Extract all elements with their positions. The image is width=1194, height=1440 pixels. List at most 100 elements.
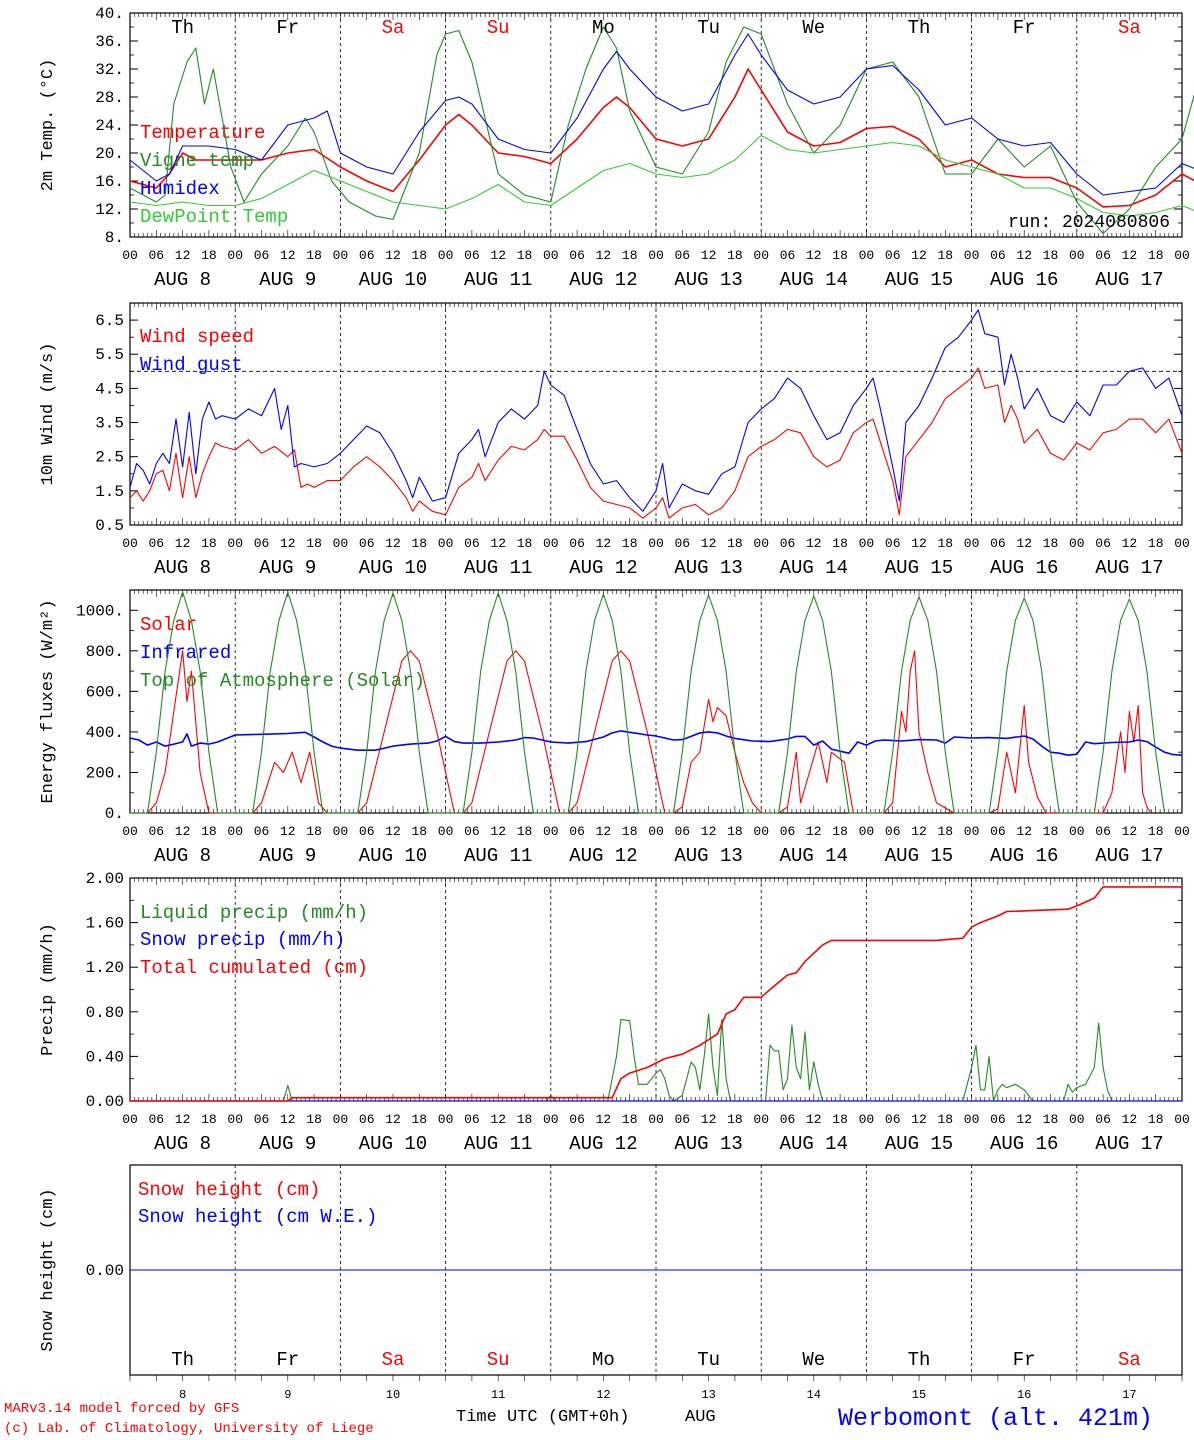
hour-label: 18	[727, 536, 743, 551]
hour-label: 06	[254, 248, 270, 263]
y-axis-label: 10m Wind (m/s)	[39, 343, 58, 486]
date-label: AUG 14	[780, 1133, 848, 1155]
hour-label: 00	[1069, 1112, 1085, 1127]
hour-label: 18	[937, 1112, 953, 1127]
date-label: AUG 10	[359, 1133, 427, 1155]
legend-entry: DewPoint Temp	[140, 206, 288, 228]
hour-label: 06	[990, 1112, 1006, 1127]
hour-label: 18	[1148, 1112, 1164, 1127]
hour-label: 18	[937, 248, 953, 263]
y-tick-label: 16.	[95, 173, 124, 191]
legend-entry: Snow height (cm W.E.)	[138, 1206, 377, 1228]
hour-label: 18	[622, 248, 638, 263]
y-tick-label: 0.40	[86, 1048, 124, 1066]
y-axis-label: Precip (mm/h)	[39, 923, 58, 1056]
hour-label: 06	[148, 248, 164, 263]
date-label: AUG 16	[990, 557, 1058, 579]
day-number: 13	[701, 1388, 715, 1402]
date-label: AUG 13	[674, 845, 742, 867]
date-label: AUG 14	[780, 557, 848, 579]
hour-label: 00	[543, 248, 559, 263]
legend-entry: Top of Atmosphere (Solar)	[140, 670, 425, 692]
weekday-label: Sa	[382, 1349, 405, 1371]
hour-label: 00	[333, 824, 349, 839]
hour-label: 12	[490, 536, 506, 551]
hour-label: 18	[622, 536, 638, 551]
hour-label: 06	[990, 824, 1006, 839]
weekday-label: Mo	[592, 1349, 615, 1371]
weekday-label: Sa	[1118, 1349, 1141, 1371]
series-line	[129, 33, 1194, 196]
legend-entry: Wind gust	[140, 354, 243, 376]
date-label: AUG 10	[359, 557, 427, 579]
hour-label: 18	[1043, 248, 1059, 263]
weekday-label: Th	[908, 17, 931, 39]
run-label: run: 2024080806	[1008, 213, 1170, 233]
date-label: AUG 9	[259, 1133, 316, 1155]
y-tick-label: 40.	[95, 5, 124, 23]
model-credit: MARv3.14 model forced by GFS	[4, 1401, 240, 1417]
y-axis-label: Energy fluxes (W/m²)	[39, 599, 58, 803]
hour-label: 12	[1016, 1112, 1032, 1127]
hour-label: 18	[306, 536, 322, 551]
hour-label: 12	[806, 1112, 822, 1127]
series-line	[130, 650, 1152, 814]
hour-label: 06	[1095, 824, 1111, 839]
hour-label: 18	[201, 248, 217, 263]
station-label: Werbomont (alt. 421m)	[838, 1404, 1154, 1433]
hour-label: 12	[1122, 824, 1138, 839]
hour-label: 06	[148, 1112, 164, 1127]
hour-label: 12	[280, 248, 296, 263]
hour-label: 18	[937, 536, 953, 551]
hour-label: 00	[1069, 248, 1085, 263]
y-axis-label: 2m Temp. (°C)	[39, 59, 58, 192]
hour-label: 12	[490, 824, 506, 839]
weekday-label: We	[802, 17, 825, 39]
hour-label: 00	[333, 536, 349, 551]
hour-label: 00	[227, 1112, 243, 1127]
y-tick-label: 400.	[86, 724, 124, 742]
day-number: 9	[284, 1388, 291, 1402]
hour-label: 06	[359, 1112, 375, 1127]
hour-label: 06	[885, 1112, 901, 1127]
hour-label: 12	[1122, 248, 1138, 263]
hour-label: 12	[1016, 248, 1032, 263]
date-label: AUG 10	[359, 845, 427, 867]
day-number: 12	[596, 1388, 610, 1402]
date-label: AUG 17	[1095, 1133, 1163, 1155]
y-tick-label: 0.80	[86, 1004, 124, 1022]
weekday-label: Tu	[697, 17, 720, 39]
day-number: 14	[807, 1388, 821, 1402]
date-label: AUG 8	[154, 269, 211, 291]
weekday-label: Th	[908, 1349, 931, 1371]
hour-label: 18	[306, 248, 322, 263]
date-label: AUG 8	[154, 557, 211, 579]
legend-entry: Liquid precip (mm/h)	[140, 902, 368, 924]
hour-label: 06	[780, 824, 796, 839]
hour-label: 00	[648, 248, 664, 263]
date-label: AUG 12	[569, 557, 637, 579]
hour-label: 06	[1095, 248, 1111, 263]
hour-label: 12	[911, 1112, 927, 1127]
y-tick-label: 4.5	[95, 380, 124, 398]
hour-label: 00	[964, 248, 980, 263]
date-label: AUG 9	[259, 845, 316, 867]
hour-label: 00	[543, 1112, 559, 1127]
hour-label: 18	[306, 1112, 322, 1127]
weekday-label: Sa	[382, 17, 405, 39]
hour-label: 12	[701, 536, 717, 551]
weekday-label: Fr	[276, 1349, 299, 1371]
hour-label: 12	[280, 536, 296, 551]
hour-label: 12	[596, 824, 612, 839]
hour-label: 06	[1095, 1112, 1111, 1127]
hour-label: 18	[1043, 536, 1059, 551]
hour-label: 00	[859, 536, 875, 551]
day-number: 11	[491, 1388, 505, 1402]
date-label: AUG 15	[885, 845, 953, 867]
hour-label: 12	[385, 536, 401, 551]
hour-label: 06	[359, 824, 375, 839]
date-label: AUG 12	[569, 269, 637, 291]
hour-label: 06	[569, 1112, 585, 1127]
hour-label: 00	[438, 824, 454, 839]
x-axis-label: Time UTC (GMT+0h)	[456, 1408, 630, 1427]
